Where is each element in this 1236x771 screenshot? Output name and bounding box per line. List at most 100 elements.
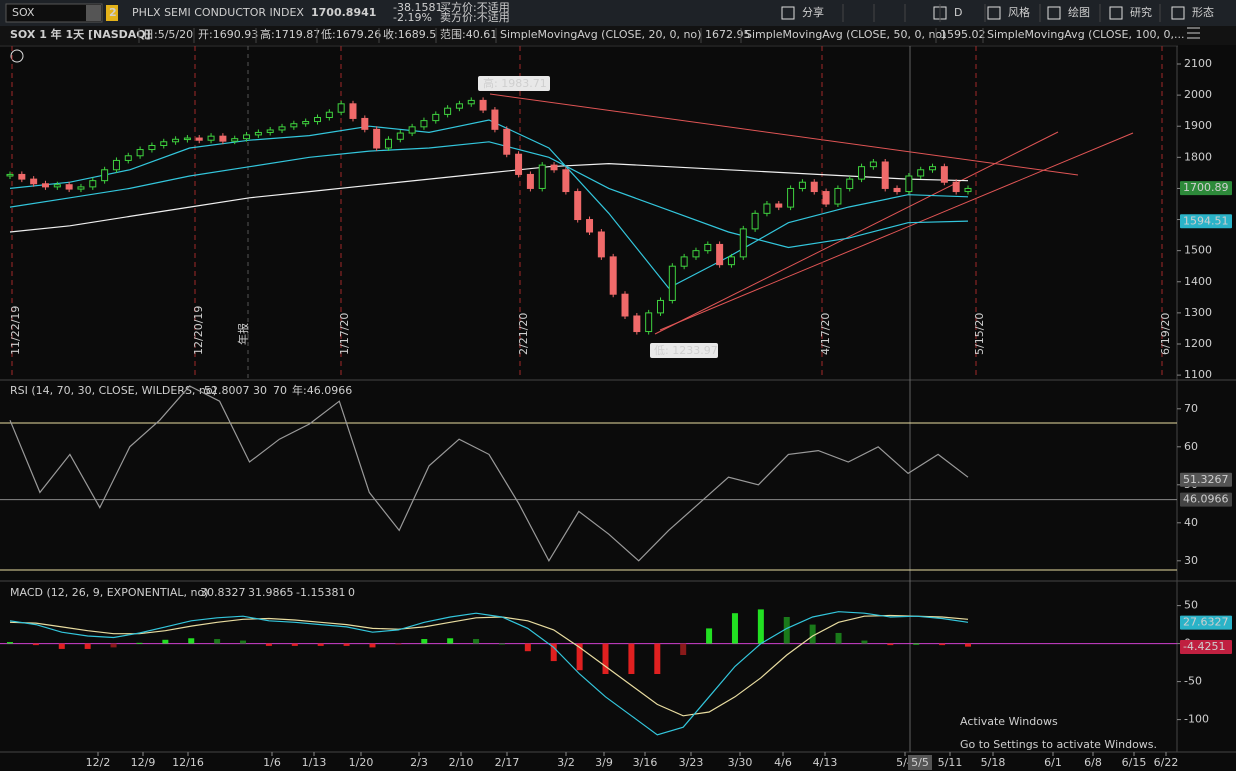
candle xyxy=(361,117,369,130)
macd-histogram-bar xyxy=(887,643,894,646)
candle xyxy=(597,231,605,258)
candle xyxy=(160,141,168,147)
sma20-line xyxy=(9,119,969,289)
diff-value: -1.15381 xyxy=(296,586,345,599)
watermark-title: Activate Windows xyxy=(960,715,1058,728)
candle xyxy=(124,155,132,161)
watermark-text: Go to Settings to activate Windows. xyxy=(960,738,1157,751)
macd-histogram-bar xyxy=(809,624,816,644)
macd-histogram-bar xyxy=(602,643,609,674)
x-tick-label: 1/13 xyxy=(302,756,327,769)
info-item: SimpleMovingAvg (CLOSE, 100, 0,... xyxy=(987,28,1184,41)
info-item: 高:1719.87 xyxy=(260,27,320,41)
candle xyxy=(136,149,144,157)
candle xyxy=(384,138,392,149)
candle xyxy=(893,187,901,193)
symbol[interactable]: SOX xyxy=(12,6,35,19)
x-tick-label: 1/20 xyxy=(349,756,374,769)
candle xyxy=(739,228,747,258)
info-item: 低:1679.26 xyxy=(321,28,381,41)
candle xyxy=(562,169,570,193)
rsi-last-label: 51.3267 xyxy=(1183,473,1229,486)
info-item: 1595.02 xyxy=(940,28,986,41)
alert-icon[interactable] xyxy=(10,49,24,63)
candle xyxy=(668,265,676,301)
macd-histogram-bar xyxy=(939,643,946,646)
macd-last-label-box xyxy=(1180,615,1232,630)
y-tick-label: 30 xyxy=(1184,554,1198,567)
candle xyxy=(18,173,26,180)
toolbar-button[interactable]: 形态 xyxy=(1192,6,1214,19)
cursor-date: 5/5 xyxy=(911,756,929,769)
candle xyxy=(550,164,558,171)
sma50-last-label: 1594.51 xyxy=(1183,214,1229,227)
toolbar-button-icon[interactable] xyxy=(1109,6,1123,20)
candle xyxy=(290,123,298,128)
candle xyxy=(444,107,452,115)
candle xyxy=(727,256,735,266)
candle xyxy=(314,117,322,123)
candle xyxy=(30,178,38,185)
low-label-box xyxy=(650,343,718,358)
toolbar-button[interactable]: 研究 xyxy=(1130,5,1152,19)
toolbar-button-icon[interactable] xyxy=(1047,6,1061,20)
macd-histogram-bar xyxy=(317,643,324,646)
y-tick-label: 1400 xyxy=(1184,275,1212,288)
link-badge[interactable]: 2 xyxy=(109,6,117,19)
y-tick-label: 1900 xyxy=(1184,119,1212,132)
sma50-last-label-box xyxy=(1180,214,1232,229)
x-tick-label: 2/3 xyxy=(410,756,428,769)
macd-histogram-bar xyxy=(136,642,143,644)
y-tick-label: 1500 xyxy=(1184,244,1212,257)
zero-value: 0 xyxy=(348,586,355,599)
y-tick-label: 2000 xyxy=(1184,88,1212,101)
macd-value: 30.8327 xyxy=(200,586,246,599)
rsi-value: 52.8007 xyxy=(204,384,250,397)
x-tick-label: 4/13 xyxy=(813,756,838,769)
trendline xyxy=(659,132,1134,331)
macd-histogram-bar xyxy=(32,643,39,646)
symbol-box[interactable] xyxy=(5,3,103,23)
candle xyxy=(89,180,97,188)
bid: 买方价:不适用 xyxy=(440,0,510,14)
toolbar-button[interactable]: 分享 xyxy=(802,5,824,19)
candle xyxy=(574,191,582,221)
toolbar-button-icon[interactable] xyxy=(987,6,1001,20)
candle xyxy=(680,256,688,267)
candle xyxy=(716,243,724,266)
event-label: 12/20/19 xyxy=(192,306,205,355)
x-tick-label: 3/2 xyxy=(557,756,575,769)
toolbar-button-icon[interactable] xyxy=(781,6,795,20)
toolbar-button[interactable]: 风格 xyxy=(1008,5,1030,19)
toolbar-button[interactable]: D xyxy=(954,6,962,19)
y-tick-label: -50 xyxy=(1184,675,1202,688)
event-label: 5/15/20 xyxy=(973,313,986,355)
macd-histogram-bar xyxy=(628,643,635,674)
candle xyxy=(455,103,463,109)
event-label: 11/22/19 xyxy=(9,306,22,355)
info-item: 收:1689.5 xyxy=(383,27,436,41)
macd-histogram-bar xyxy=(524,643,531,652)
info-item: 日:5/5/20 xyxy=(143,28,193,41)
toolbar-button-icon[interactable] xyxy=(1171,6,1185,20)
x-tick-label: 6/8 xyxy=(1084,756,1102,769)
link-badge-box[interactable] xyxy=(106,5,118,21)
macd-histogram-bar xyxy=(7,642,13,644)
candle xyxy=(373,128,381,149)
candle xyxy=(515,153,523,175)
rsi-year-label: 46.0966 xyxy=(1183,493,1229,506)
candle xyxy=(278,126,286,131)
macd-histogram-bar xyxy=(421,639,428,644)
x-tick-label: 5/11 xyxy=(938,756,963,769)
rsi-year-label-box xyxy=(1180,492,1232,507)
x-tick-label: 2/17 xyxy=(495,756,520,769)
toolbar-button[interactable]: 绘图 xyxy=(1068,5,1090,19)
rsi-oversold: 30 xyxy=(253,384,267,397)
candle xyxy=(881,161,889,189)
symbol-dropdown[interactable] xyxy=(86,5,101,21)
info-item: SOX 1 年 1天 [NASDAQ] xyxy=(10,27,151,41)
candle xyxy=(609,256,617,295)
price-last-label: 1700.89 xyxy=(1183,181,1229,194)
macd-histogram-bar xyxy=(498,643,505,645)
